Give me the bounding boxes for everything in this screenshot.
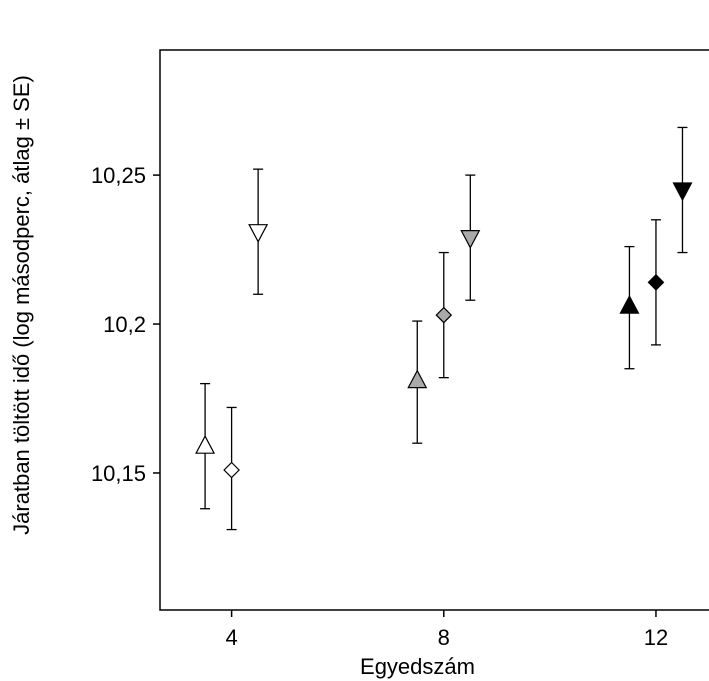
- diamond-marker: [648, 275, 663, 290]
- data-point: [224, 407, 239, 529]
- data-point: [648, 220, 663, 345]
- x-tick-label: 12: [644, 625, 668, 650]
- diamond-marker: [224, 463, 239, 478]
- data-point: [620, 247, 638, 369]
- plot-area: [160, 50, 709, 610]
- plot-frame: [160, 50, 709, 610]
- diamond-marker: [436, 308, 451, 323]
- x-axis-title: Egyedszám: [360, 654, 475, 679]
- triangle-up-marker: [408, 371, 426, 388]
- x-tick-label: 4: [225, 625, 237, 650]
- y-tick-label: 10,15: [91, 461, 146, 486]
- data-point: [673, 127, 691, 252]
- triangle-up-marker: [196, 436, 214, 453]
- data-point: [249, 169, 267, 294]
- y-axis-title: Járatban töltött idő (log másodperc, átl…: [9, 75, 34, 535]
- data-point: [436, 253, 451, 378]
- triangle-down-marker: [461, 231, 479, 248]
- data-marks: [196, 127, 691, 529]
- data-point: [408, 321, 426, 443]
- triangle-down-marker: [673, 183, 691, 200]
- y-tick-label: 10,25: [91, 163, 146, 188]
- triangle-up-marker: [620, 296, 638, 313]
- axes: 10,15 10,2 10,25 4 8 12: [91, 163, 668, 650]
- data-point: [196, 384, 214, 509]
- x-tick-label: 8: [438, 625, 450, 650]
- y-tick-label: 10,2: [103, 312, 146, 337]
- triangle-down-marker: [249, 225, 267, 242]
- data-point: [461, 175, 479, 300]
